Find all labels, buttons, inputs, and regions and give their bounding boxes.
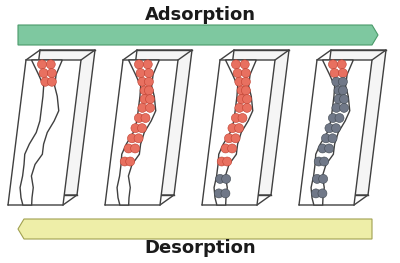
Circle shape	[242, 103, 252, 112]
Circle shape	[337, 60, 346, 69]
Circle shape	[338, 86, 348, 95]
Circle shape	[146, 95, 154, 104]
Circle shape	[237, 86, 246, 95]
Circle shape	[318, 144, 327, 153]
Circle shape	[46, 60, 55, 69]
Circle shape	[318, 189, 327, 198]
Circle shape	[234, 124, 244, 133]
Circle shape	[144, 86, 154, 95]
Circle shape	[140, 95, 149, 104]
Circle shape	[134, 60, 144, 69]
Polygon shape	[18, 25, 378, 45]
Circle shape	[126, 157, 135, 166]
Circle shape	[41, 77, 50, 86]
Circle shape	[319, 174, 328, 183]
Circle shape	[221, 189, 230, 198]
Circle shape	[144, 69, 153, 78]
Circle shape	[144, 77, 154, 86]
Circle shape	[134, 114, 144, 123]
Circle shape	[338, 77, 347, 86]
Circle shape	[138, 77, 147, 86]
Circle shape	[120, 157, 129, 166]
Circle shape	[334, 86, 343, 95]
Polygon shape	[8, 60, 81, 205]
Circle shape	[141, 114, 150, 123]
Circle shape	[332, 77, 341, 86]
Circle shape	[228, 144, 237, 153]
Circle shape	[136, 69, 145, 78]
Circle shape	[330, 69, 339, 78]
Circle shape	[47, 69, 56, 78]
Circle shape	[138, 103, 147, 112]
Circle shape	[325, 124, 334, 133]
Circle shape	[334, 95, 343, 104]
Circle shape	[338, 69, 347, 78]
Circle shape	[242, 95, 252, 104]
Circle shape	[242, 77, 250, 86]
Circle shape	[224, 134, 234, 143]
Circle shape	[237, 95, 246, 104]
Circle shape	[240, 60, 249, 69]
Circle shape	[216, 174, 224, 183]
Circle shape	[140, 86, 149, 95]
Circle shape	[235, 77, 244, 86]
Circle shape	[328, 60, 338, 69]
Text: Desorption: Desorption	[144, 239, 256, 257]
Circle shape	[131, 124, 140, 133]
Circle shape	[131, 144, 140, 153]
Circle shape	[128, 134, 136, 143]
Circle shape	[221, 144, 230, 153]
Circle shape	[312, 174, 322, 183]
Circle shape	[214, 189, 223, 198]
Text: Adsorption: Adsorption	[144, 6, 256, 24]
Circle shape	[322, 134, 330, 143]
Polygon shape	[20, 60, 62, 205]
Circle shape	[231, 134, 240, 143]
Circle shape	[231, 114, 240, 123]
Circle shape	[335, 114, 344, 123]
Circle shape	[241, 69, 250, 78]
Circle shape	[238, 114, 247, 123]
Circle shape	[143, 60, 152, 69]
Circle shape	[332, 124, 340, 133]
Circle shape	[223, 157, 232, 166]
Polygon shape	[105, 60, 178, 205]
Circle shape	[328, 114, 338, 123]
Circle shape	[332, 103, 341, 112]
Circle shape	[233, 69, 242, 78]
Polygon shape	[18, 219, 372, 239]
Circle shape	[39, 69, 48, 78]
Circle shape	[222, 174, 231, 183]
Circle shape	[217, 157, 226, 166]
Polygon shape	[202, 60, 275, 205]
Circle shape	[314, 157, 323, 166]
Polygon shape	[313, 50, 386, 195]
Circle shape	[242, 86, 250, 95]
Polygon shape	[299, 60, 372, 205]
Circle shape	[325, 144, 334, 153]
Circle shape	[340, 103, 348, 112]
Polygon shape	[22, 50, 95, 195]
Circle shape	[138, 124, 146, 133]
Circle shape	[320, 157, 329, 166]
Polygon shape	[214, 60, 256, 205]
Circle shape	[134, 134, 143, 143]
Circle shape	[228, 124, 237, 133]
Circle shape	[311, 189, 320, 198]
Polygon shape	[216, 50, 289, 195]
Circle shape	[235, 103, 244, 112]
Circle shape	[232, 60, 240, 69]
Circle shape	[47, 77, 56, 86]
Circle shape	[328, 134, 337, 143]
Circle shape	[38, 60, 46, 69]
Polygon shape	[311, 60, 353, 205]
Circle shape	[146, 103, 154, 112]
Polygon shape	[119, 50, 192, 195]
Polygon shape	[117, 60, 159, 205]
Circle shape	[124, 144, 133, 153]
Circle shape	[340, 95, 348, 104]
